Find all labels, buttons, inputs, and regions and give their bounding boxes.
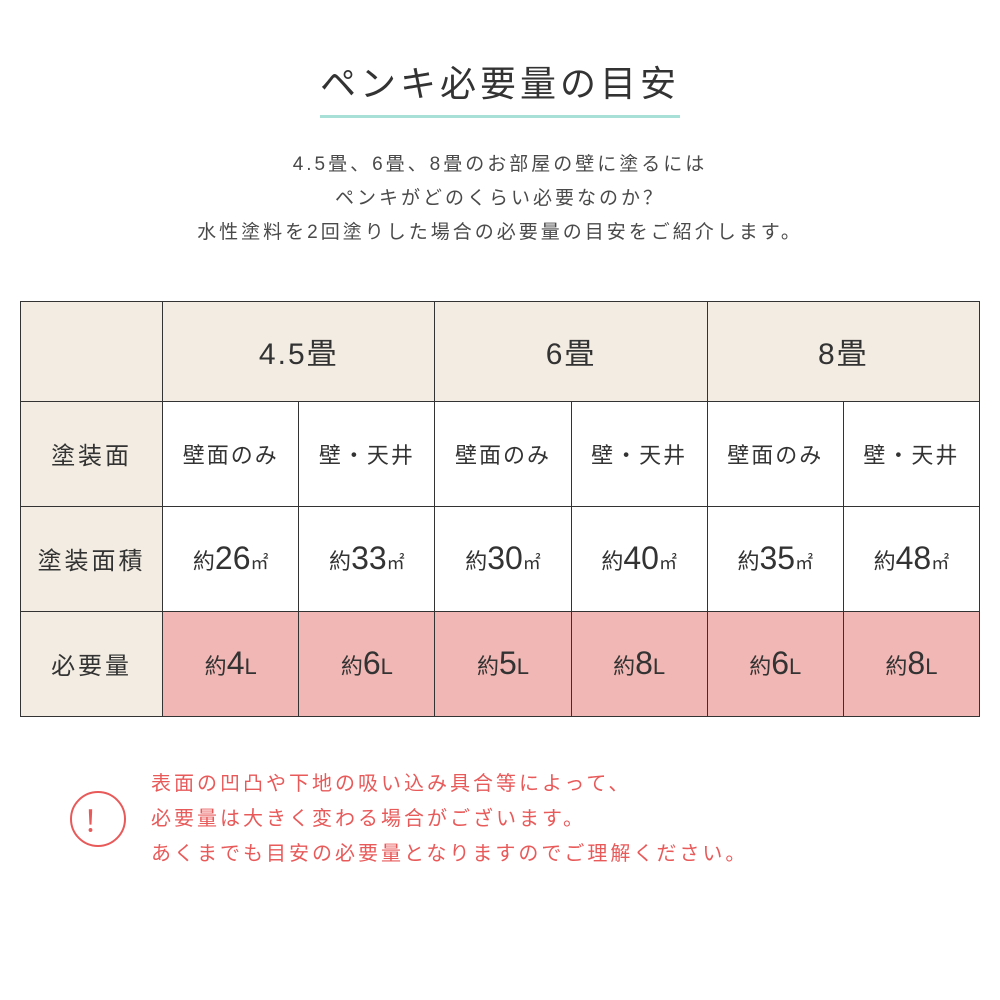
area-cell: 約26㎡ [163, 506, 299, 611]
subtitle-line: ペンキがどのくらい必要なのか？ [335, 188, 665, 209]
room-header: 4.5畳 [163, 301, 435, 401]
warning-note: ！ 表面の凹凸や下地の吸い込み具合等によって、 必要量は大きく変わる場合がござい… [20, 767, 980, 872]
amount-cell: 約4L [163, 611, 299, 716]
amount-cell: 約6L [299, 611, 435, 716]
subtitle-line: 水性塗料を2回塗りした場合の必要量の目安をご紹介します。 [197, 222, 803, 243]
surface-cell: 壁面のみ [435, 401, 571, 506]
table-row-area: 塗装面積 約26㎡ 約33㎡ 約30㎡ 約40㎡ 約35㎡ 約48㎡ [21, 506, 980, 611]
room-header: 6畳 [435, 301, 707, 401]
surface-cell: 壁・天井 [571, 401, 707, 506]
amount-cell: 約5L [435, 611, 571, 716]
warning-line: 表面の凹凸や下地の吸い込み具合等によって、 [151, 773, 631, 795]
surface-cell: 壁面のみ [707, 401, 843, 506]
area-cell: 約33㎡ [299, 506, 435, 611]
surface-cell: 壁面のみ [163, 401, 299, 506]
table-corner-cell [21, 301, 163, 401]
table-header-row: 4.5畳 6畳 8畳 [21, 301, 980, 401]
paint-amount-table: 4.5畳 6畳 8畳 塗装面 壁面のみ 壁・天井 壁面のみ 壁・天井 壁面のみ … [20, 301, 980, 717]
room-header: 8畳 [707, 301, 979, 401]
page-title: ペンキ必要量の目安 [320, 55, 680, 118]
area-cell: 約35㎡ [707, 506, 843, 611]
row-label: 塗装面積 [21, 506, 163, 611]
area-cell: 約48㎡ [843, 506, 979, 611]
row-label: 必要量 [21, 611, 163, 716]
area-cell: 約40㎡ [571, 506, 707, 611]
warning-text: 表面の凹凸や下地の吸い込み具合等によって、 必要量は大きく変わる場合がございます… [151, 767, 748, 872]
warning-line: 必要量は大きく変わる場合がございます。 [151, 808, 586, 830]
amount-cell: 約8L [843, 611, 979, 716]
area-cell: 約30㎡ [435, 506, 571, 611]
subtitle: 4.5畳、6畳、8畳のお部屋の壁に塗るには ペンキがどのくらい必要なのか？ 水性… [197, 148, 803, 251]
warning-line: あくまでも目安の必要量となりますのでご理解ください。 [151, 843, 748, 865]
row-label: 塗装面 [21, 401, 163, 506]
subtitle-line: 4.5畳、6畳、8畳のお部屋の壁に塗るには [293, 154, 708, 175]
table-row-amount: 必要量 約4L 約6L 約5L 約8L 約6L 約8L [21, 611, 980, 716]
amount-cell: 約6L [707, 611, 843, 716]
surface-cell: 壁・天井 [843, 401, 979, 506]
amount-cell: 約8L [571, 611, 707, 716]
table-row-surface: 塗装面 壁面のみ 壁・天井 壁面のみ 壁・天井 壁面のみ 壁・天井 [21, 401, 980, 506]
surface-cell: 壁・天井 [299, 401, 435, 506]
warning-icon: ！ [70, 791, 126, 847]
